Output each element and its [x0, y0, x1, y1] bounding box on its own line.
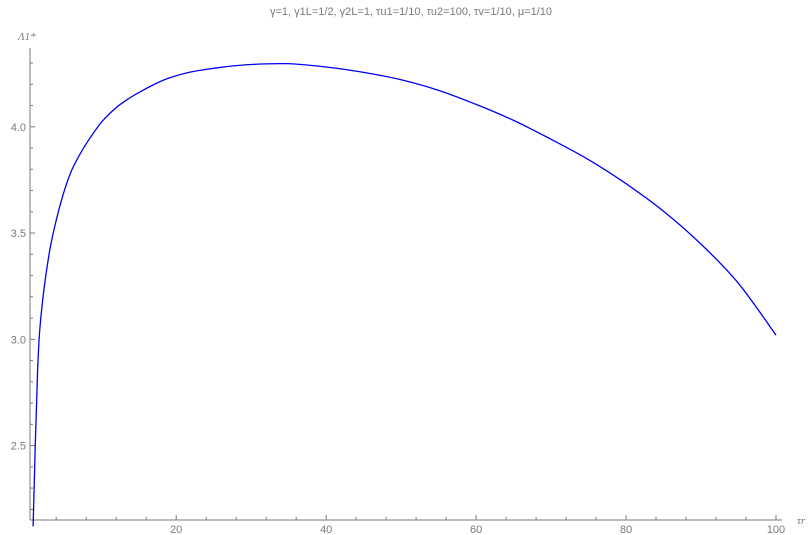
y-tick-label: 2.5 [11, 441, 26, 453]
x-tick-label: 40 [320, 524, 332, 535]
x-tick-label: 80 [620, 524, 632, 535]
x-axis-label: τr [797, 515, 806, 527]
x-tick-label: 20 [170, 524, 182, 535]
chart-title: γ=1, γ1L=1/2, γ2L=1, τu1=1/10, τu2=100, … [270, 6, 552, 18]
svg-text:Λ1*: Λ1* [17, 31, 36, 43]
x-ticks: 20 40 60 80 100 [55, 515, 785, 535]
x-tick-label: 100 [767, 524, 785, 535]
x-tick-label: 60 [470, 524, 482, 535]
y-ticks: 2.5 3.0 3.5 4.0 [11, 62, 35, 510]
y-axis-label: Λ1* [17, 31, 36, 43]
y-tick-label: 3.5 [11, 228, 26, 240]
y-tick-label: 4.0 [11, 122, 26, 134]
y-tick-label: 3.0 [11, 334, 26, 346]
series-line [32, 62, 777, 527]
